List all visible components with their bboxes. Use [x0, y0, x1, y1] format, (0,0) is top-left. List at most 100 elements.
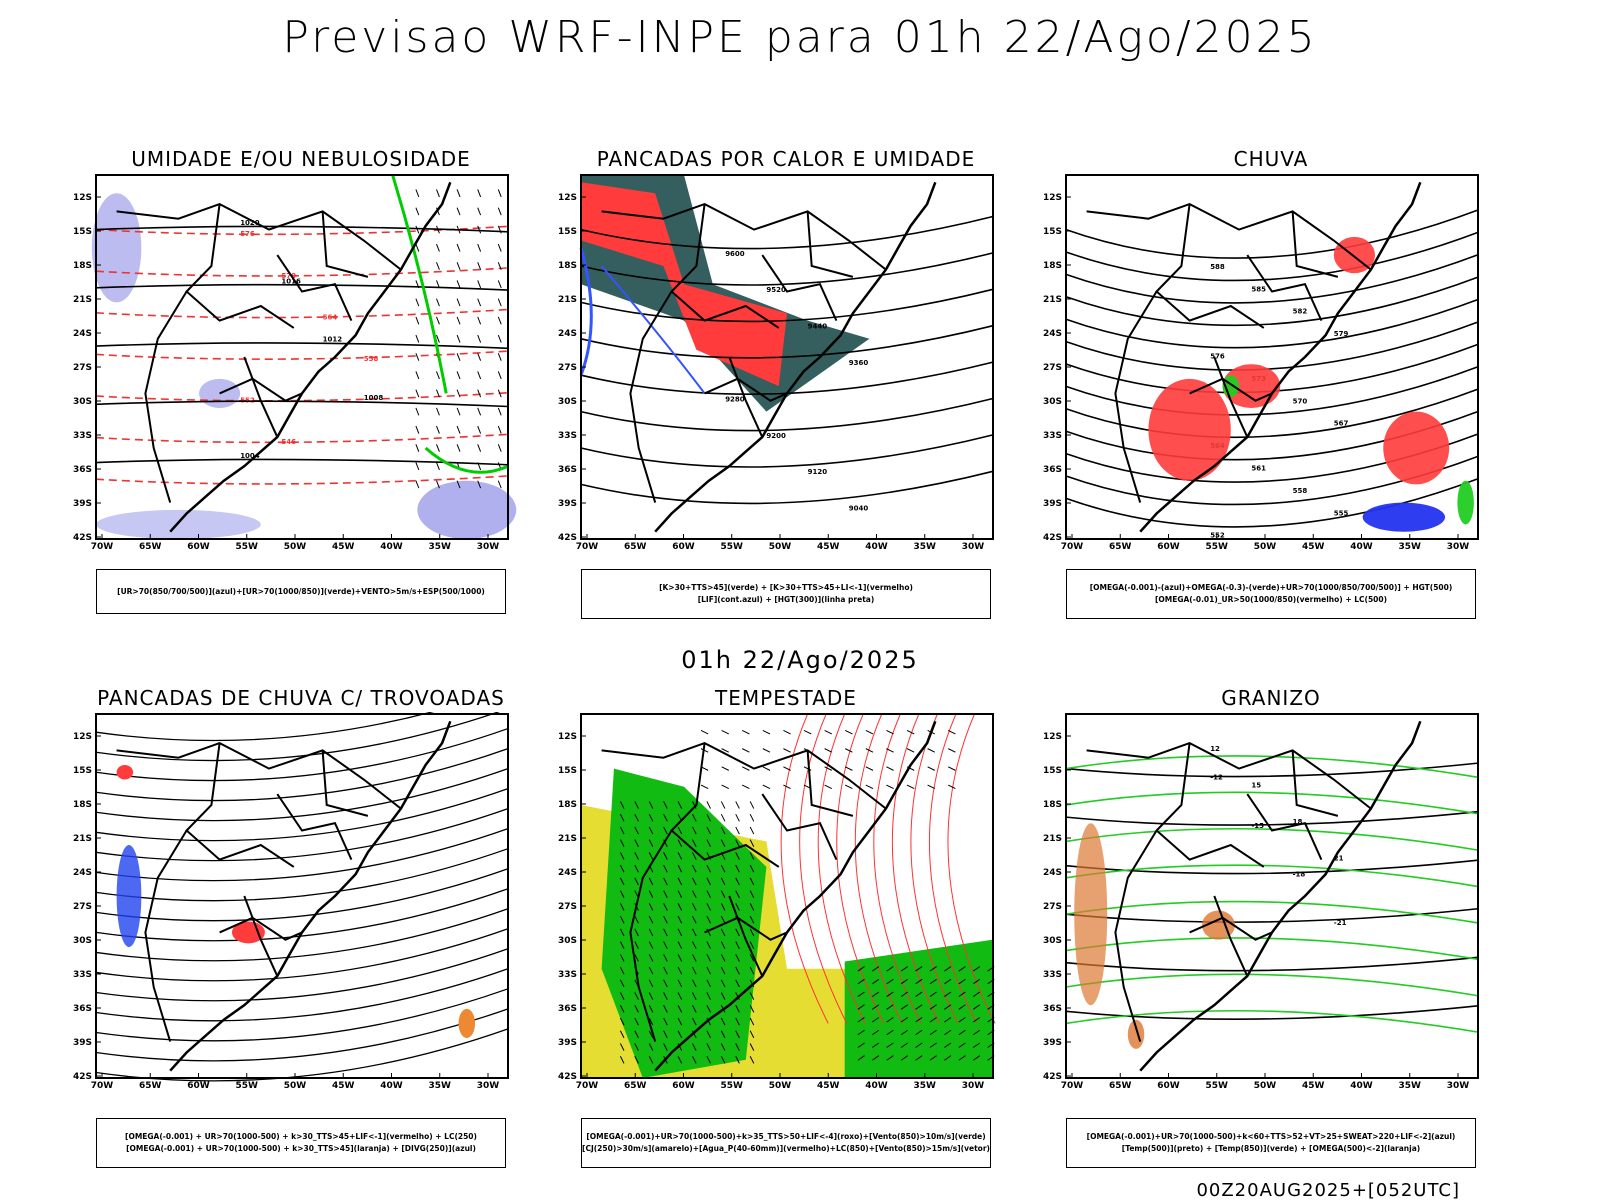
lat-tick-label: 33S — [73, 431, 92, 441]
country-border — [116, 742, 402, 810]
wind-vector — [706, 941, 711, 949]
lon-tick-label: 50W — [284, 1081, 307, 1091]
country-border — [1114, 290, 1158, 503]
wind-vector — [648, 877, 654, 886]
wind-vector — [915, 1004, 923, 1010]
thickness-contour — [95, 308, 509, 319]
wind-vector — [692, 1043, 697, 1051]
lat-tick-label: 42S — [1043, 533, 1062, 543]
wind-vector — [456, 189, 461, 198]
wind-vector — [844, 748, 853, 753]
contour-label: 555 — [1334, 509, 1349, 517]
wind-vector — [749, 801, 755, 809]
wind-vector — [762, 748, 771, 753]
wind-vector — [749, 852, 755, 860]
contour-label: 552 — [1210, 532, 1225, 540]
panel-title-umidade: UMIDADE E/OU NEBULOSIDADE — [131, 147, 471, 171]
wind-vector — [677, 1056, 683, 1064]
wind-vector — [706, 801, 711, 809]
wind-vector — [663, 813, 668, 822]
wind-vector — [741, 729, 750, 735]
lon-tick-label: 40W — [1350, 1081, 1373, 1091]
lat-tick-label: 36S — [1043, 1004, 1062, 1014]
lat-tick-label: 15S — [1043, 227, 1062, 237]
wind-vector — [456, 207, 461, 216]
hgt500-contour — [1065, 298, 1479, 349]
country-border — [276, 254, 353, 322]
lon-tick-label: 30W — [1447, 1081, 1470, 1091]
wind-vector — [958, 1004, 966, 1010]
contour-label: 567 — [1334, 420, 1349, 428]
lat-tick-label: 18S — [1043, 800, 1062, 810]
country-border — [704, 916, 788, 941]
lat-tick-label: 12S — [558, 732, 577, 742]
lon-tick-label: 60W — [187, 542, 210, 552]
wind-vector — [436, 280, 440, 289]
wind-vector — [706, 1043, 711, 1051]
wind-vector — [436, 225, 440, 234]
wind-vector — [456, 480, 461, 489]
map-panel-pancadas-calor: 9600 9520 9440 9360 9280 9200 9120 9040 12S 15S 18… — [558, 174, 994, 552]
wind-vector — [972, 991, 981, 997]
legend-pancadas-trovoadas: [OMEGA(-0.001) + UR>70(1000-500) + k>30_… — [96, 1118, 506, 1168]
map-frame — [1065, 174, 1479, 540]
wind-vector — [497, 298, 502, 307]
lat-tick-label: 36S — [558, 1004, 577, 1014]
wind-vector — [927, 748, 936, 753]
wind-vector — [857, 1029, 865, 1036]
lat-tick-label: 21S — [73, 834, 92, 844]
wind-vector — [749, 839, 755, 848]
lon-tick-label: 45W — [332, 1081, 355, 1091]
lat-tick-label: 12S — [1043, 732, 1062, 742]
wind-vector — [619, 1017, 625, 1026]
wind-vector — [436, 334, 440, 343]
coastline — [654, 720, 937, 1072]
contour-label: 9120 — [808, 468, 828, 476]
country-border — [321, 211, 369, 278]
wind-vector — [692, 1056, 697, 1064]
temp500-contour — [1065, 810, 1479, 826]
contour-label: 558 — [1293, 487, 1308, 495]
streamline-850 — [854, 713, 903, 1024]
wind-vector — [456, 225, 461, 234]
lat-tick-label: 30S — [73, 397, 92, 407]
country-border — [1291, 211, 1339, 278]
streamline-850 — [780, 713, 829, 1024]
wind-vector — [648, 852, 654, 860]
wind-vector — [706, 877, 711, 886]
wind-vector — [619, 813, 625, 822]
humid-area — [91, 193, 142, 303]
wind-vector — [886, 729, 894, 735]
wind-vector — [436, 189, 440, 198]
country-border — [1086, 203, 1372, 271]
lon-tick-label: 45W — [817, 542, 840, 552]
lat-tick-label: 21S — [1043, 834, 1062, 844]
streamline-250 — [95, 908, 509, 962]
wind-vector — [720, 813, 726, 822]
wind-vector — [497, 353, 502, 361]
wind-vector — [497, 189, 502, 198]
lon-tick-label: 55W — [236, 542, 259, 552]
wind-vector — [972, 1055, 981, 1061]
contour-label: 21 — [1334, 854, 1344, 862]
panel-title-pancadas-trovoadas: PANCADAS DE CHUVA C/ TROVOADAS — [97, 686, 505, 710]
wind-vector — [720, 1056, 726, 1064]
wind-vector — [915, 1017, 923, 1023]
wind-vector — [692, 813, 697, 822]
wind-vector — [824, 766, 833, 771]
lat-tick-label: 21S — [558, 834, 577, 844]
wind-vector — [634, 941, 639, 949]
lat-tick-label: 33S — [73, 970, 92, 980]
hgt500-contour — [1065, 253, 1479, 304]
wind-vector — [871, 966, 880, 972]
wind-vector — [783, 784, 791, 790]
legend-pancadas-calor: [K>30+TTS>45](verde) + [K>30+TTS>45+LI<-… — [581, 569, 991, 619]
wind-vector — [749, 915, 755, 924]
map-frame — [95, 174, 509, 540]
omega-area — [1362, 502, 1446, 532]
wind-vector — [915, 991, 923, 997]
wind-vector — [947, 766, 956, 771]
map-frame — [95, 713, 509, 1079]
streamline-250 — [95, 747, 509, 802]
